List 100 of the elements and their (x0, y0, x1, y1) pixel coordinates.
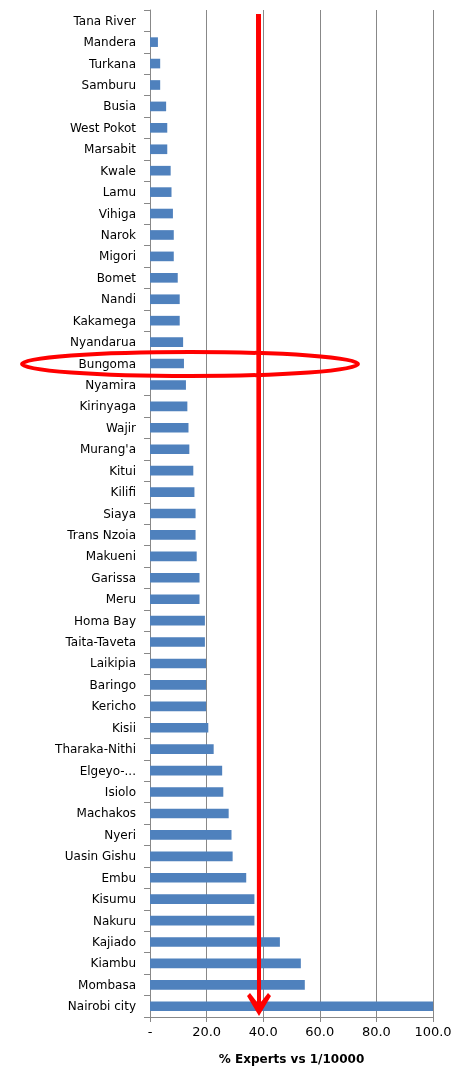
y-tick-label: Lamu (102, 185, 136, 200)
x-tick-label: 80.0 (361, 1024, 391, 1039)
bar (150, 894, 255, 904)
y-tick-label: Trans Nzoia (66, 527, 136, 542)
bar (150, 787, 224, 797)
x-tick-label: 100.0 (414, 1024, 452, 1039)
y-tick-label: Nyamira (85, 377, 136, 392)
y-tick-label: Narok (100, 227, 137, 242)
bar (150, 208, 173, 219)
bar (150, 315, 180, 326)
y-tick-label: Kericho (91, 699, 136, 714)
bar (150, 722, 209, 733)
y-tick-label: Mandera (83, 35, 136, 50)
y-tick-label: Kilifi (110, 485, 136, 500)
y-tick-label: Marsabit (84, 142, 137, 157)
bar (150, 37, 158, 47)
y-tick-label: Tharaka-Nithi (54, 742, 136, 757)
bar (150, 680, 207, 690)
bar (150, 958, 301, 969)
y-tick-label: Kiambu (90, 956, 136, 971)
bar (150, 1001, 433, 1012)
y-tick-label: Mombasa (78, 977, 136, 992)
bar (150, 144, 168, 155)
bar (150, 380, 186, 390)
bar (150, 637, 205, 647)
y-tick-label: Kisumu (91, 892, 136, 907)
bar (150, 358, 184, 369)
y-tick-label: Makueni (85, 549, 136, 564)
bar (150, 101, 167, 112)
bar (150, 123, 168, 133)
y-tick-label: Vihiga (98, 206, 136, 221)
bar (150, 530, 196, 540)
bar (150, 744, 214, 754)
bar (150, 701, 207, 712)
y-tick-label: Nyeri (104, 827, 136, 842)
bar (150, 615, 205, 626)
bar (150, 551, 197, 562)
y-tick-label: Baringo (89, 677, 136, 692)
y-tick-label: Bungoma (78, 356, 136, 371)
bar (150, 422, 189, 433)
bar (150, 401, 188, 412)
bar (150, 851, 233, 862)
y-tick-label: Nakuru (92, 913, 136, 928)
y-tick-label: Tana River (72, 13, 137, 28)
y-tick-label: Nandi (101, 292, 136, 307)
y-tick-label: Murang'a (79, 442, 136, 457)
bar (150, 980, 305, 990)
y-tick-label: Busia (103, 99, 136, 114)
y-tick-label: Bomet (96, 270, 137, 285)
bar (150, 937, 280, 947)
bar (150, 187, 172, 197)
y-tick-label: Elgeyo-... (79, 763, 136, 778)
y-tick-label: Isiolo (104, 785, 136, 800)
bar (150, 444, 190, 455)
bar (150, 58, 161, 69)
y-tick-label: Kirinyaga (79, 399, 136, 414)
y-tick-label: Siaya (103, 506, 136, 521)
y-tick-label: Turkana (87, 56, 136, 71)
bar (150, 508, 196, 519)
bar (150, 337, 184, 347)
y-tick-label: Kajiado (92, 935, 136, 950)
x-tick-label: - (147, 1024, 153, 1039)
bar (150, 465, 194, 476)
bar (150, 830, 232, 840)
bar (150, 230, 174, 240)
y-tick-label: Embu (101, 870, 136, 885)
bar (150, 915, 255, 926)
bar (150, 594, 200, 605)
bar (150, 572, 200, 583)
bar (150, 765, 223, 776)
x-axis-title: % Experts vs 1/10000 (218, 1052, 365, 1066)
y-tick-label: Migori (99, 249, 136, 264)
y-tick-label: Kwale (100, 163, 136, 178)
bar (150, 658, 207, 669)
x-tick-label: 60.0 (305, 1024, 335, 1039)
x-tick-label: 20.0 (192, 1024, 222, 1039)
y-tick-label: West Pokot (69, 120, 137, 135)
y-tick-label: Machakos (76, 806, 136, 821)
y-tick-label: Meru (105, 592, 136, 607)
bar (150, 294, 180, 305)
y-tick-label: Nyandarua (70, 335, 136, 350)
y-tick-label: Kakamega (72, 313, 136, 328)
y-tick-label: Kitui (109, 463, 136, 478)
bar (150, 487, 195, 497)
y-tick-label: Samburu (81, 77, 136, 92)
y-tick-label: Nairobi city (67, 999, 136, 1014)
bar (150, 251, 174, 262)
y-tick-label: Homa Bay (74, 613, 136, 628)
y-tick-label: Laikipia (90, 656, 136, 671)
bar (150, 273, 178, 283)
bar (150, 80, 161, 90)
y-tick-label: Garissa (91, 570, 136, 585)
y-tick-label: Uasin Gishu (64, 849, 136, 864)
bar (150, 808, 229, 819)
y-tick-label: Wajir (105, 420, 137, 435)
y-tick-label: Kisii (111, 720, 136, 735)
x-tick-label: 40.0 (248, 1024, 278, 1039)
bar (150, 165, 171, 176)
bar (150, 872, 247, 883)
y-tick-label: Taita-Taveta (64, 635, 136, 650)
